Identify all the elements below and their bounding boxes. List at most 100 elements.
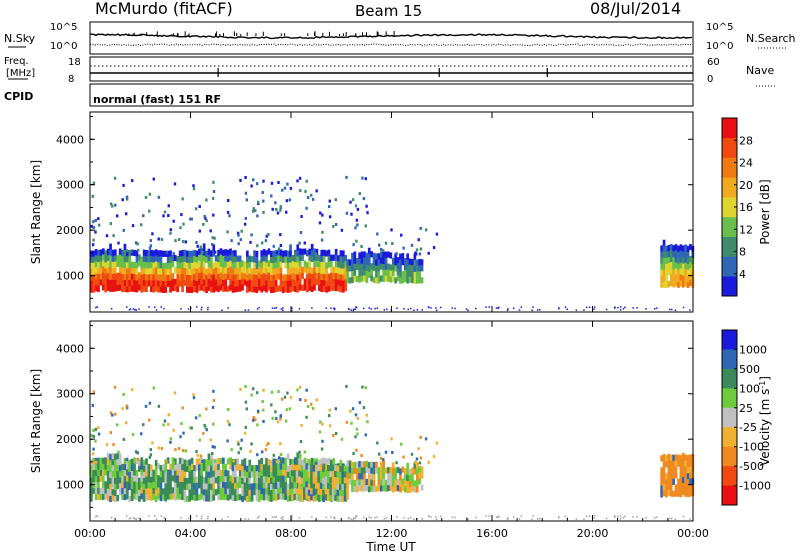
data-cell bbox=[382, 269, 385, 276]
data-cell bbox=[315, 272, 319, 279]
data-cell bbox=[408, 276, 412, 283]
data-cell bbox=[200, 463, 204, 470]
data-cell bbox=[311, 307, 313, 309]
data-cell bbox=[169, 437, 172, 441]
data-cell bbox=[304, 189, 307, 193]
data-cell bbox=[315, 278, 319, 285]
data-cell bbox=[92, 238, 95, 242]
data-cell bbox=[111, 285, 115, 292]
data-cell bbox=[193, 482, 196, 490]
data-cell bbox=[92, 435, 95, 438]
data-cell bbox=[512, 516, 515, 518]
data-cell bbox=[681, 245, 685, 252]
data-cell bbox=[212, 274, 216, 281]
data-cell bbox=[341, 483, 345, 490]
data-cell bbox=[254, 418, 257, 422]
data-cell bbox=[94, 267, 98, 274]
data-cell bbox=[193, 267, 196, 274]
data-cell bbox=[319, 420, 322, 424]
data-cell bbox=[353, 308, 355, 310]
nsky-panel-frame bbox=[89, 21, 694, 55]
data-cell bbox=[110, 307, 113, 310]
data-cell bbox=[195, 286, 199, 293]
data-cell bbox=[99, 457, 103, 464]
data-cell bbox=[286, 262, 290, 269]
data-cell bbox=[375, 277, 378, 284]
data-cell bbox=[467, 518, 469, 521]
data-cell bbox=[202, 222, 205, 226]
data-cell bbox=[360, 269, 364, 276]
data-cell bbox=[677, 251, 680, 258]
data-cell bbox=[296, 262, 300, 269]
data-cell bbox=[219, 469, 223, 477]
data-cell bbox=[234, 274, 237, 281]
data-cell bbox=[217, 493, 220, 501]
data-cell bbox=[182, 222, 185, 226]
data-cell bbox=[94, 279, 98, 286]
data-cell bbox=[205, 459, 208, 466]
data-cell bbox=[327, 255, 331, 262]
data-cell bbox=[324, 494, 328, 501]
colorbar-swatch bbox=[722, 236, 737, 257]
data-cell bbox=[219, 493, 223, 501]
data-cell bbox=[384, 467, 388, 474]
data-cell bbox=[337, 267, 340, 274]
data-cell bbox=[320, 476, 324, 483]
data-cell bbox=[128, 255, 132, 263]
data-cell bbox=[689, 472, 692, 479]
data-cell bbox=[118, 272, 122, 279]
data-cell bbox=[686, 473, 690, 480]
data-cell bbox=[205, 250, 208, 257]
data-cell bbox=[217, 475, 220, 483]
data-cell bbox=[286, 286, 290, 293]
data-cell bbox=[270, 262, 273, 269]
data-cell bbox=[212, 262, 216, 269]
data-cell bbox=[222, 285, 225, 292]
data-cell bbox=[306, 458, 309, 465]
data-cell bbox=[300, 477, 304, 484]
data-cell bbox=[284, 475, 288, 483]
data-cell bbox=[339, 268, 343, 275]
data-cell bbox=[667, 489, 671, 496]
velocity-ylabel: Slant Range [km] bbox=[29, 369, 43, 473]
data-cell bbox=[241, 471, 244, 478]
data-cell bbox=[135, 518, 137, 520]
data-cell bbox=[401, 478, 405, 485]
data-cell bbox=[677, 269, 680, 276]
data-cell bbox=[244, 191, 248, 195]
data-cell bbox=[171, 463, 175, 470]
data-cell bbox=[128, 249, 132, 257]
data-cell bbox=[142, 495, 146, 502]
data-cell bbox=[413, 253, 417, 260]
data-cell bbox=[654, 517, 656, 519]
data-cell bbox=[244, 309, 246, 311]
data-cell bbox=[90, 465, 93, 472]
data-cell bbox=[126, 493, 129, 500]
data-cell bbox=[307, 471, 311, 478]
data-cell bbox=[275, 417, 278, 420]
data-cell bbox=[346, 271, 349, 278]
data-cell bbox=[198, 266, 201, 273]
data-cell bbox=[365, 252, 369, 259]
data-cell bbox=[255, 391, 259, 395]
data-cell bbox=[420, 259, 424, 266]
data-cell bbox=[140, 469, 144, 476]
data-cell bbox=[353, 485, 357, 493]
data-cell bbox=[387, 269, 390, 276]
data-cell bbox=[181, 475, 184, 483]
data-cell bbox=[363, 516, 365, 519]
data-cell bbox=[169, 262, 172, 269]
data-cell bbox=[217, 481, 220, 489]
data-cell bbox=[109, 431, 112, 435]
data-cell bbox=[679, 485, 683, 492]
data-cell bbox=[310, 488, 313, 495]
data-cell bbox=[114, 285, 117, 292]
data-cell bbox=[660, 263, 663, 270]
data-cell bbox=[188, 459, 192, 466]
data-cell bbox=[497, 307, 499, 310]
data-cell bbox=[174, 488, 177, 495]
data-cell bbox=[114, 267, 117, 274]
data-cell bbox=[330, 260, 333, 267]
data-cell bbox=[674, 268, 678, 275]
